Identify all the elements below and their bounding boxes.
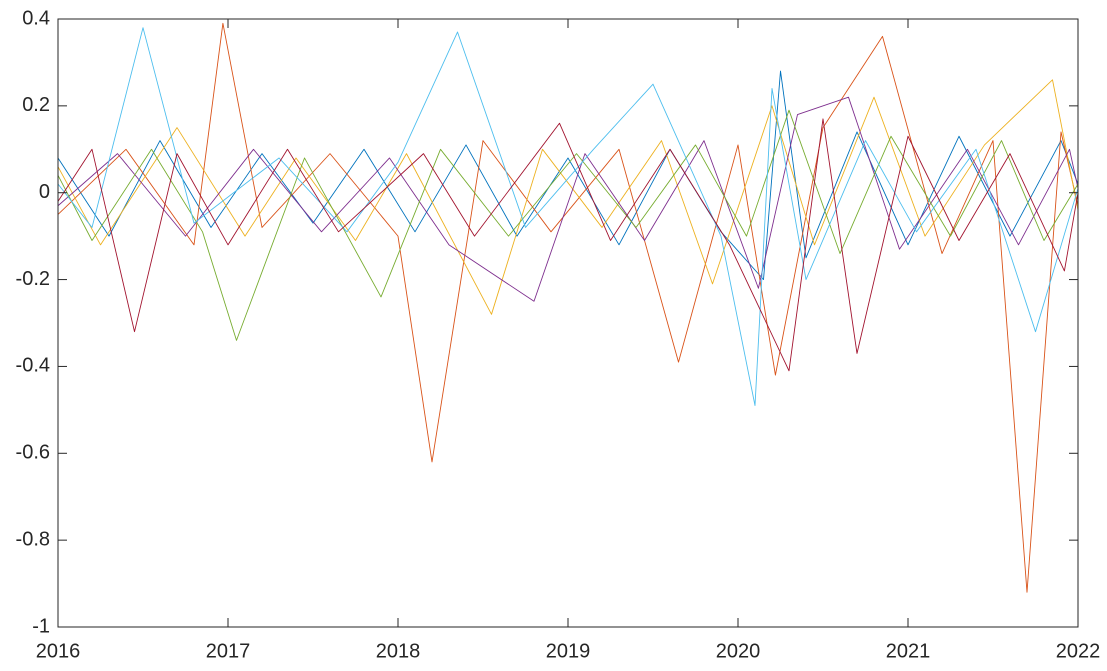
x-tick-label: 2017 (206, 640, 251, 662)
series-line (57, 27, 1079, 406)
y-tick-label: -0.8 (16, 528, 50, 550)
series-line (57, 109, 1079, 341)
y-tick-label: -1 (32, 615, 50, 637)
y-tick-label: 0.2 (22, 94, 50, 116)
y-tick-label: -0.4 (16, 355, 50, 377)
series-line (57, 70, 1079, 281)
series-line (57, 118, 1079, 372)
x-tick-label: 2019 (546, 640, 591, 662)
x-tick-label: 2018 (376, 640, 421, 662)
y-tick-label: -0.2 (16, 268, 50, 290)
series-line (57, 96, 1079, 302)
series-line (57, 79, 1079, 315)
x-tick-label: 2016 (36, 640, 81, 662)
y-tick-label: -0.6 (16, 442, 50, 464)
y-tick-label: 0.4 (22, 7, 50, 29)
x-tick-label: 2021 (886, 640, 931, 662)
series-line (57, 22, 1079, 593)
x-tick-label: 2022 (1056, 640, 1101, 662)
x-tick-label: 2020 (716, 640, 761, 662)
y-tick-label: 0 (39, 181, 50, 203)
